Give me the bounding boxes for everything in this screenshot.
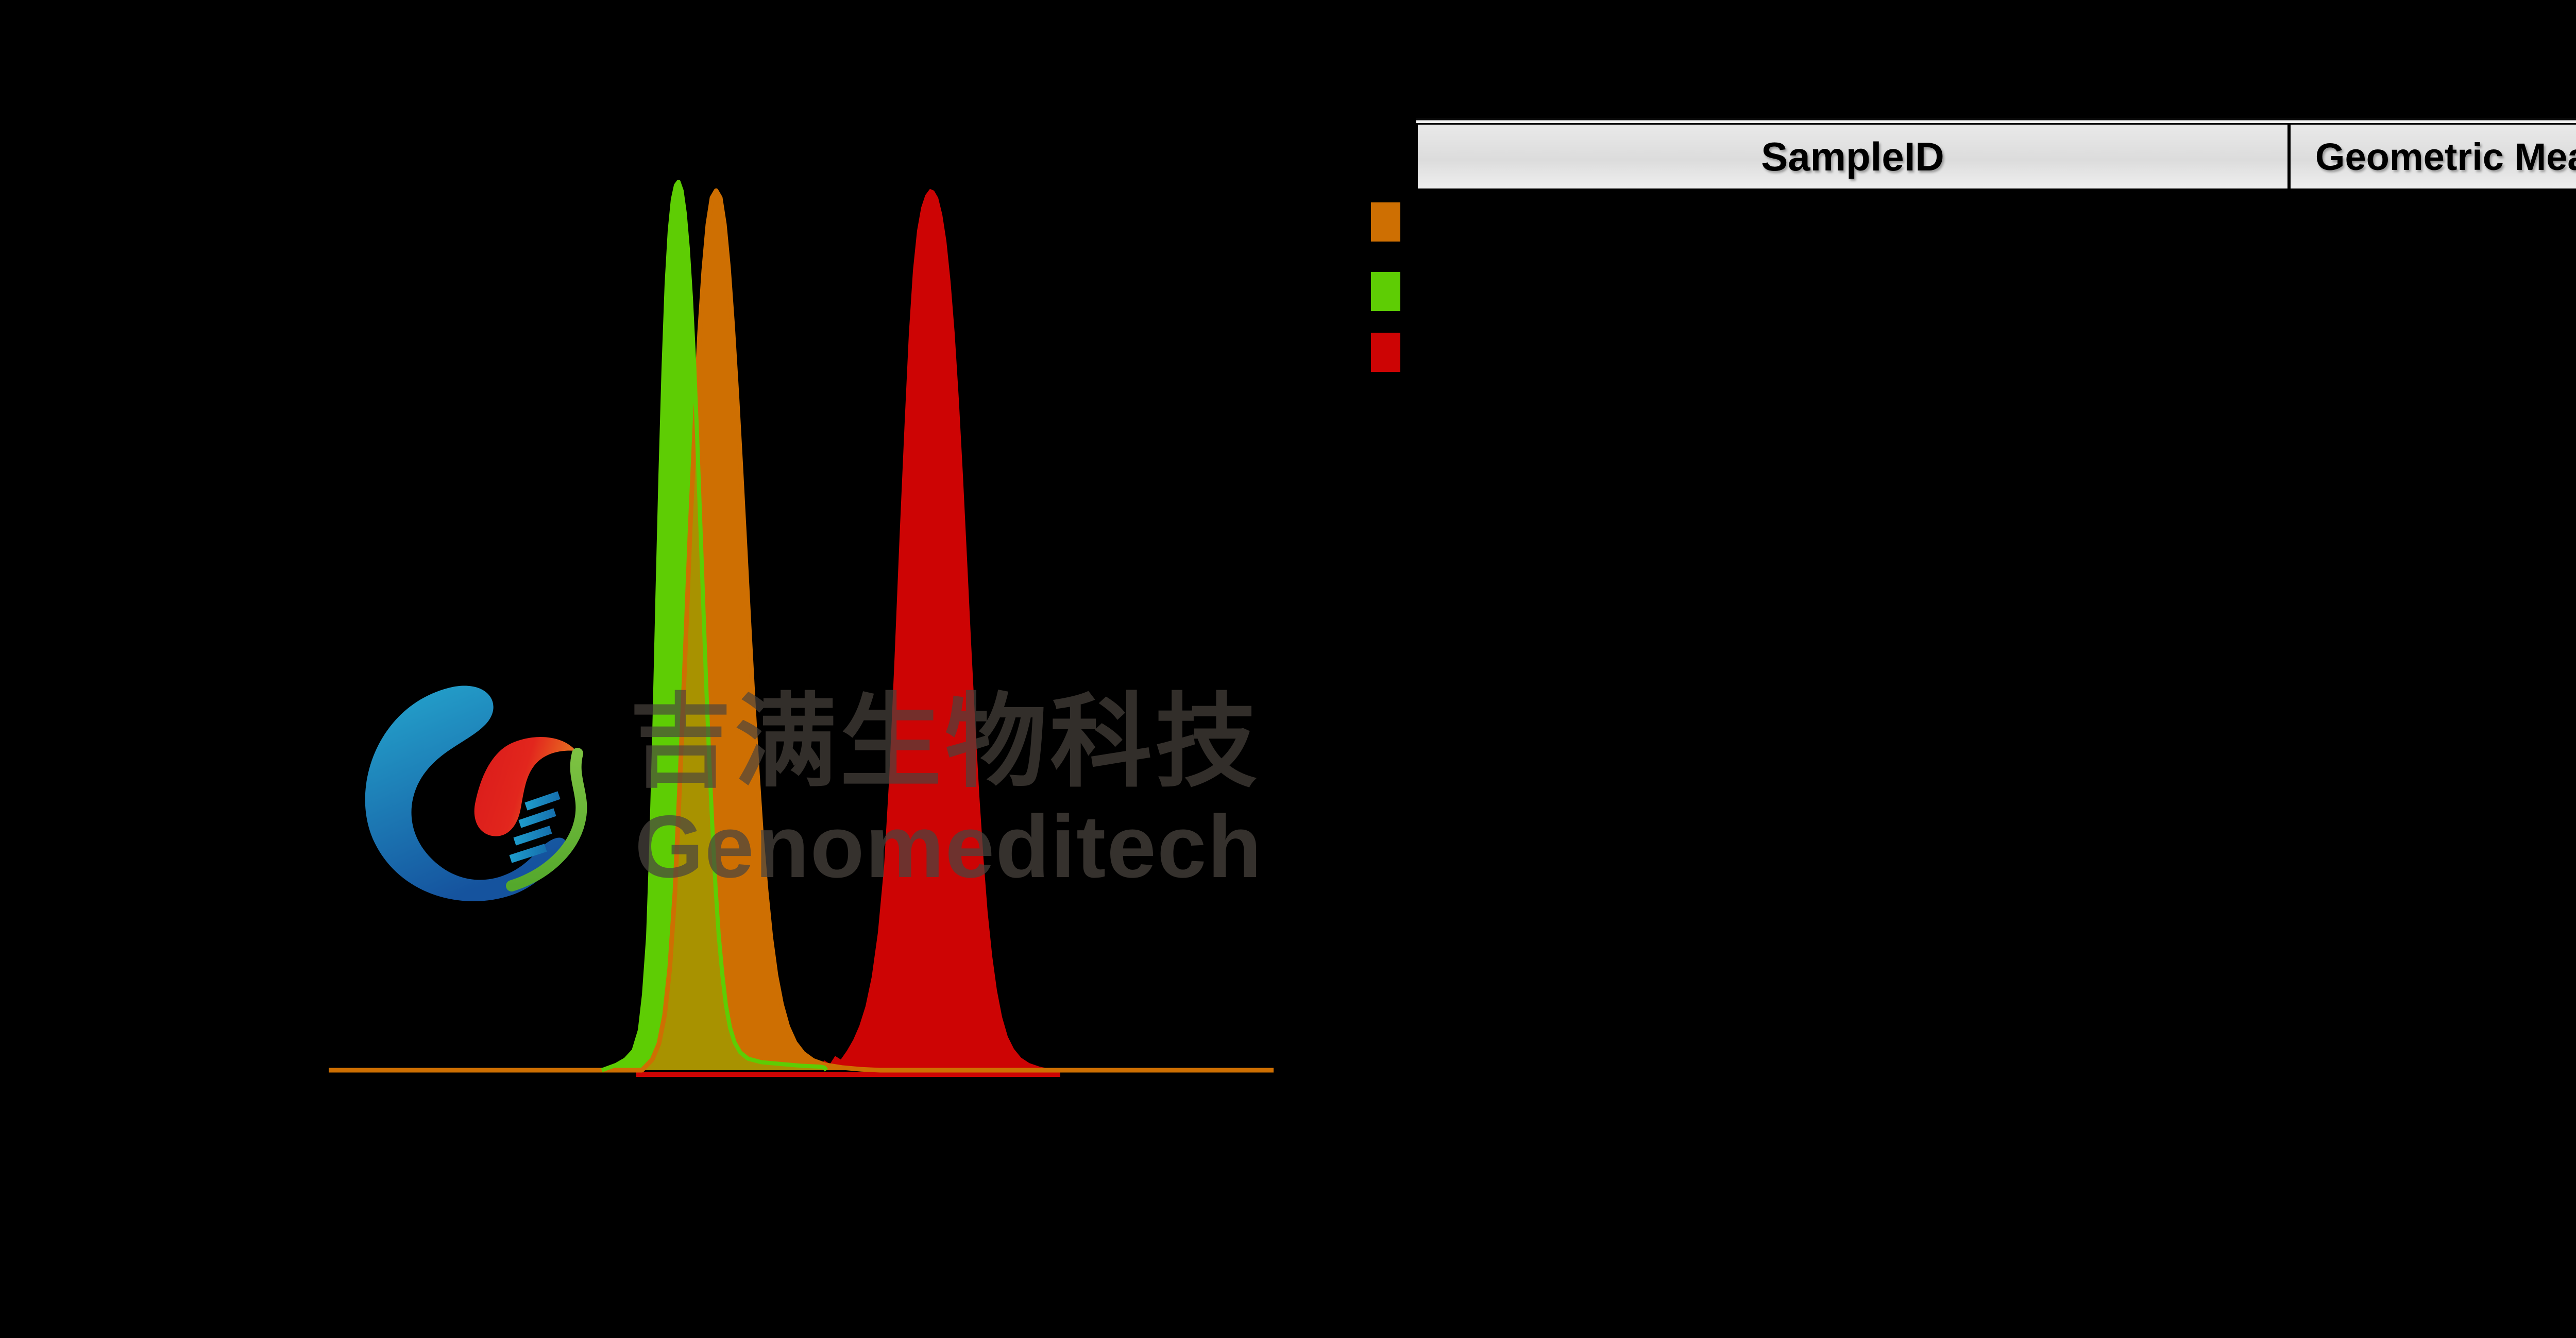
logo-red-drop [474, 737, 576, 836]
logo-green-strand [506, 748, 587, 891]
watermark-company-name-en: Genomeditech [635, 797, 1263, 896]
series-green-area [602, 182, 826, 1070]
legend-swatch-red [1371, 333, 1400, 372]
stats-table-top-border [1416, 118, 2576, 123]
series-red-area [807, 188, 1061, 1070]
logo-blue-swirl [365, 685, 566, 901]
series-red-baseline-strip [636, 1072, 1060, 1077]
watermark-company-name-cn: 吉满生物科技 [630, 685, 1260, 799]
legend-swatch-orange [1371, 202, 1400, 242]
logo-helix-rungs [509, 791, 561, 863]
column-header-geometric-mean[interactable]: Geometric Mean : FL11-H [2287, 125, 2576, 188]
column-header-sampleid[interactable]: SampleID [1418, 125, 2287, 188]
genomeditech-logo-icon [365, 685, 587, 901]
series-green-outline [601, 180, 828, 1072]
legend [1371, 202, 1400, 372]
stats-table-header: SampleID Geometric Mean : FL11-H [1416, 123, 2576, 190]
x-axis-and-orange-outline [329, 188, 1274, 1073]
legend-swatch-green [1371, 272, 1400, 311]
